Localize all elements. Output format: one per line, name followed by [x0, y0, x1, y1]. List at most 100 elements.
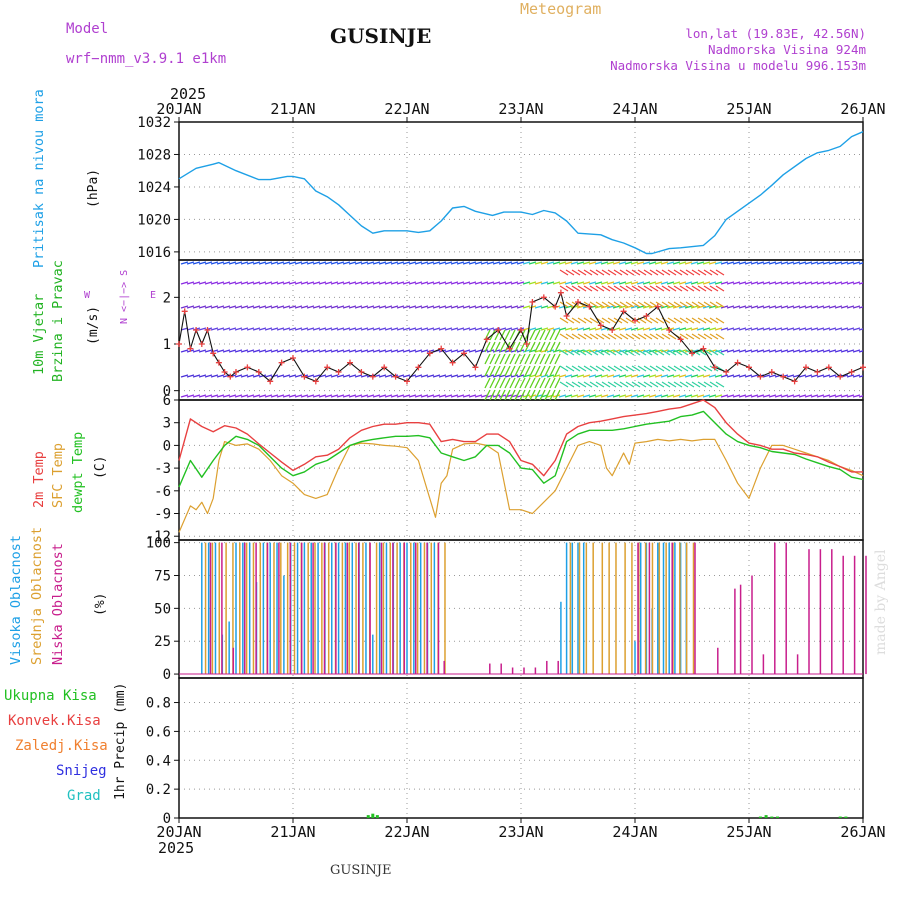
- wind-barb: [720, 349, 729, 353]
- wind-barb: [529, 329, 536, 341]
- wind-barb: [524, 389, 531, 400]
- wind-barb: [240, 305, 249, 309]
- wind-barb: [667, 349, 677, 356]
- wind-barb: [264, 261, 273, 265]
- wind-barb: [306, 349, 315, 353]
- wind-barb: [618, 394, 627, 398]
- pressure-side-label: Pritisak na nivou mora: [31, 89, 47, 268]
- wind-barb: [607, 317, 617, 324]
- wind-barb: [378, 305, 387, 309]
- station-title: GUSINJE: [330, 24, 431, 48]
- wind-barb: [684, 305, 693, 309]
- wind-barb: [709, 365, 719, 372]
- wind-barb: [672, 327, 681, 331]
- wind-barb: [330, 281, 339, 285]
- wind-barb: [666, 305, 675, 309]
- wind-speed-marker: [215, 359, 222, 366]
- wind-barb: [852, 305, 861, 309]
- wind-barb: [846, 261, 855, 265]
- precip-legend-snow: Snijeg: [56, 763, 107, 779]
- wind-speed-marker: [666, 327, 673, 333]
- wind-barb: [504, 377, 511, 389]
- wind-barb: [822, 305, 831, 309]
- wind-barb: [577, 381, 587, 388]
- wind-speed-marker: [518, 327, 524, 333]
- wind-barb: [414, 374, 423, 378]
- wind-barb: [685, 333, 695, 340]
- wind-barb: [402, 281, 411, 285]
- wind-speed-marker: [540, 294, 547, 301]
- wind-speed-marker: [392, 373, 399, 380]
- wind-barb: [691, 317, 701, 324]
- wind-barb: [583, 349, 593, 356]
- wind-barb: [544, 389, 551, 400]
- wind-barb: [288, 327, 297, 331]
- wind-barb: [576, 394, 585, 398]
- wind-barb: [402, 349, 411, 353]
- wind-barb: [210, 261, 219, 265]
- wind-barb: [619, 333, 629, 340]
- wind-barb: [654, 327, 663, 331]
- wind-barb: [816, 374, 825, 378]
- wind-speed-marker: [723, 369, 730, 375]
- wind-barb: [571, 317, 581, 324]
- temperature-panel: -12 -9 -6 -3 0 3 6: [146, 393, 864, 545]
- wind-barb: [462, 281, 471, 285]
- wind-barb: [594, 281, 603, 285]
- wind-barb: [702, 281, 711, 285]
- wind-barb: [661, 381, 671, 388]
- wind-barb: [432, 305, 441, 309]
- wind-barb: [484, 341, 491, 353]
- wind-barb: [685, 269, 695, 276]
- wind-speed-marker: [495, 327, 502, 333]
- wind-barb: [240, 281, 249, 285]
- wind-barb: [554, 353, 561, 365]
- wind-barb: [696, 374, 705, 378]
- wind-barb: [600, 394, 609, 398]
- clouds-ytick-label: 100: [146, 536, 171, 552]
- wind-barb: [330, 261, 339, 265]
- wind-barb: [624, 281, 633, 285]
- wind-speed-marker: [472, 364, 479, 371]
- wind-barb: [709, 381, 719, 388]
- wind-speed-marker: [768, 369, 775, 375]
- wind-barb: [684, 374, 693, 378]
- wind-barb: [390, 261, 399, 265]
- wind-barb: [246, 349, 255, 353]
- wind-speed-marker: [620, 308, 627, 315]
- wind-barb: [625, 365, 635, 372]
- wind-speed-marker: [244, 364, 251, 371]
- wind-barb: [474, 374, 483, 378]
- wind-barb: [577, 285, 587, 292]
- wind-barb: [643, 285, 653, 292]
- wind-barb: [583, 285, 593, 292]
- wind-barb: [631, 349, 641, 356]
- wind-barb: [312, 374, 321, 378]
- wind-barb: [558, 281, 567, 285]
- wind-barb: [330, 305, 339, 309]
- wind-barb: [613, 301, 623, 308]
- wind-barb: [858, 282, 863, 285]
- wind-barb: [619, 269, 629, 276]
- wind-barb: [691, 301, 701, 308]
- temperature-ytick-label: -9: [154, 507, 171, 523]
- wind-barb: [595, 333, 605, 340]
- wind-barb: [565, 301, 575, 308]
- wind-barb: [804, 261, 813, 265]
- wind-barb: [678, 305, 687, 309]
- wind-barb: [583, 333, 593, 340]
- wind-barb: [798, 281, 807, 285]
- wind-barb: [636, 305, 645, 309]
- wind-barb: [828, 305, 837, 309]
- wind-barb: [714, 394, 723, 398]
- wind-barb: [858, 375, 863, 378]
- wind-barb: [636, 374, 645, 378]
- wind-barb: [828, 374, 837, 378]
- wind-barb: [192, 394, 201, 398]
- wind-barb: [300, 281, 309, 285]
- wind-barb: [234, 305, 243, 309]
- x-tick-label-top: 21JAN: [270, 100, 315, 118]
- wind-barb: [697, 333, 707, 340]
- wind-barb: [738, 281, 747, 285]
- wind-barb: [306, 281, 315, 285]
